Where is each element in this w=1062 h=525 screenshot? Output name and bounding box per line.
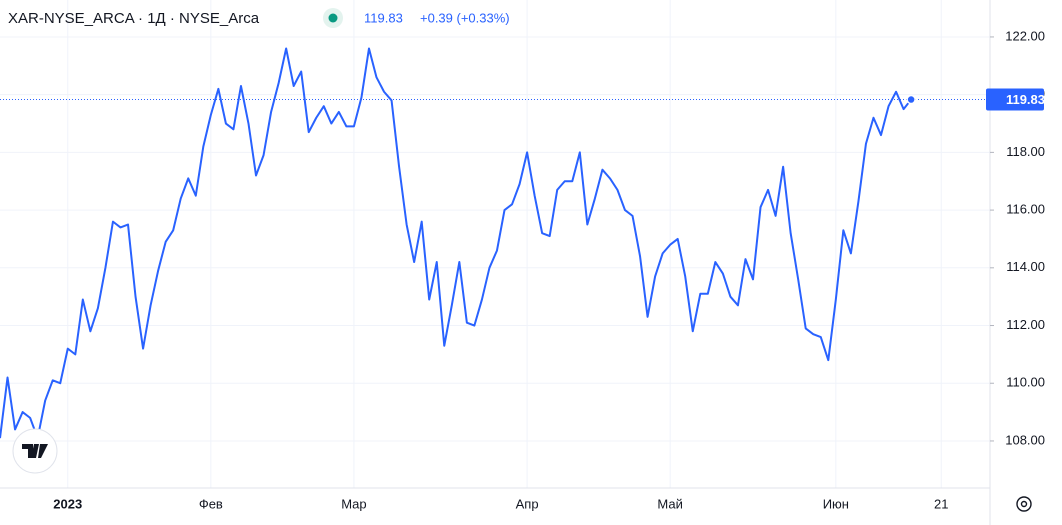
settings-icon-core <box>1020 500 1028 508</box>
header-price: 119.83 <box>364 10 403 25</box>
y-tick-label: 112.00 <box>1006 317 1045 332</box>
x-tick-label: Май <box>657 496 682 511</box>
x-tick-label: Фев <box>199 496 223 511</box>
x-tick-label: Мар <box>341 496 366 511</box>
x-tick-label: Апр <box>516 496 539 511</box>
x-tick-label: 2023 <box>53 496 82 511</box>
settings-button[interactable] <box>1016 496 1032 512</box>
y-tick-label: 116.00 <box>1006 202 1045 217</box>
x-tick-label: Июн <box>823 496 849 511</box>
price-label-bg <box>986 88 1044 111</box>
chart-title: XAR-NYSE_ARCA · 1Д · NYSE_Arca <box>8 10 260 27</box>
price-label: 119.83 <box>1006 92 1045 107</box>
logo-mark <box>22 444 48 458</box>
logo[interactable] <box>12 428 58 474</box>
x-tick-label: 21 <box>934 496 948 511</box>
y-tick-label: 114.00 <box>1006 259 1045 274</box>
y-tick-label: 122.00 <box>1005 28 1045 43</box>
y-tick-label: 110.00 <box>1006 375 1045 390</box>
status-dot <box>328 13 338 23</box>
y-tick-label: 108.00 <box>1005 432 1045 447</box>
price-line <box>0 47 912 440</box>
settings-icon[interactable] <box>1016 496 1032 512</box>
last-point <box>906 94 916 105</box>
header-change: +0.39 (+0.33%) <box>420 10 510 25</box>
y-tick-label: 118.00 <box>1006 144 1045 159</box>
